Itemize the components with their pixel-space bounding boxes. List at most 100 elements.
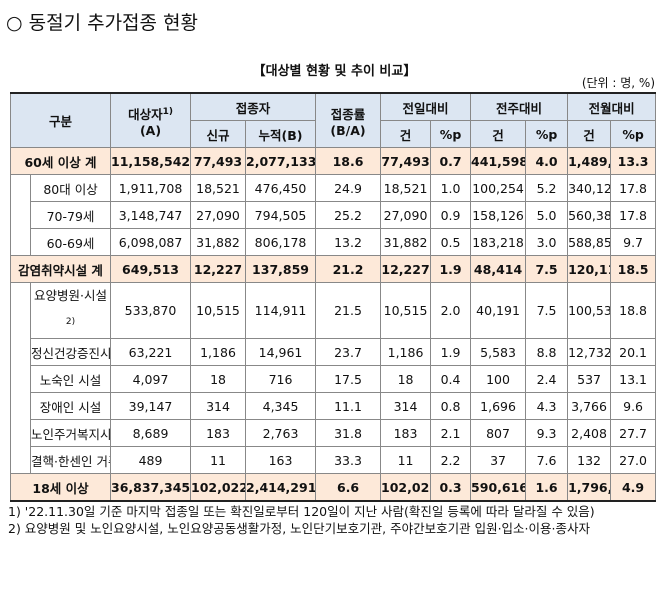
cell: 1,796,094 (567, 473, 612, 502)
cell: 18.5 (610, 255, 657, 283)
cell: 102,022 (190, 473, 247, 502)
row-label: 장애인 시설 (29, 392, 112, 421)
cell: 537 (567, 365, 612, 394)
cell: 100,254 (470, 174, 527, 202)
cell: 3.0 (525, 228, 569, 256)
cell: 18.8 (610, 281, 657, 340)
cell: 6.6 (315, 473, 382, 502)
cell: 18,521 (190, 174, 247, 202)
label-text: 70-79세 (46, 208, 95, 224)
unit: (단위 : 명, %) (581, 76, 655, 90)
row: 70-79세 3,148,747 27,090 794,505 25.2 27,090 0.… (11, 201, 657, 229)
cell: 14,961 (245, 338, 317, 367)
cell: 9.3 (525, 419, 569, 448)
row-label: 80대 이상 (29, 174, 112, 202)
header-cell: 건 (470, 120, 527, 148)
cell: 0.5 (430, 228, 472, 256)
cell: 476,450 (245, 174, 317, 202)
label-text: 80대 이상 (43, 181, 98, 197)
cell: 4.9 (610, 473, 657, 502)
summary-row: 감염취약시설 계 649,513 12,227 137,859 21.2 12,227 1.… (9, 255, 657, 283)
cell: 1.9 (430, 338, 472, 367)
header-cell: %p (525, 120, 569, 148)
cell: 21.5 (315, 281, 382, 340)
indent-cell (10, 174, 31, 256)
cell: 314 (190, 392, 247, 421)
row-label: 노숙인 시설 (29, 365, 112, 394)
cell: 137,859 (245, 255, 317, 283)
cell: 0.3 (430, 473, 472, 502)
row: 60-69세 6,098,087 31,882 806,178 13.2 31,882 0.… (11, 228, 657, 256)
cell: 794,505 (245, 201, 317, 229)
header-cell: 대상자1) (A) (110, 92, 192, 148)
cell: 5.2 (525, 174, 569, 202)
cell: 183 (380, 419, 432, 448)
row: 요양병원·시설2) 533,870 10,515 114,911 21.5 10,515 2… (10, 281, 657, 475)
cell: 158,126 (470, 201, 527, 229)
cell: 588,853 (567, 228, 612, 256)
row-label: 결핵·한센인 거주시설 (29, 446, 112, 475)
cell: 12,732 (567, 338, 612, 367)
header-cell: %p (610, 120, 657, 148)
row-label: 60-69세 (29, 228, 112, 256)
cell: 806,178 (245, 228, 317, 256)
cell: 25.2 (315, 201, 382, 229)
cell: 11 (190, 446, 247, 475)
header-cell: 접종자 (190, 92, 317, 121)
cell: 12,227 (380, 255, 432, 283)
cell: 31.8 (315, 419, 382, 448)
cell: 2,763 (245, 419, 317, 448)
cell: 183 (190, 419, 247, 448)
row-label: 60세 이상 계 (9, 147, 112, 175)
cell: 18,521 (380, 174, 432, 202)
row-label: 정신건강증진시설 (29, 338, 112, 367)
footnote-ref: 2) (65, 317, 76, 327)
cell: 9.6 (610, 392, 657, 421)
cell: 17.8 (610, 174, 657, 202)
header-text: (B/A) (330, 122, 366, 138)
cell: 716 (245, 365, 317, 394)
cell: 11 (380, 446, 432, 475)
cell: 2.2 (430, 446, 472, 475)
cell: 24.9 (315, 174, 382, 202)
cell: 2,408 (567, 419, 612, 448)
table: 구분 대상자1) (A) 접종자 접종률 (B/A) 전일대비 전주대비 전월대비 신규 누적(B)… (9, 92, 657, 503)
footnote: 1) '22.11.30일 기준 마지막 접종일 또는 확진일로부터 120일이… (8, 504, 595, 519)
cell: 33.3 (315, 446, 382, 475)
cell: 23.7 (315, 338, 382, 367)
header-row: 신규 누적(B) 건 %p 건 %p 건 %p (11, 120, 657, 148)
cell: 11.1 (315, 392, 382, 421)
row: 장애인 시설 39,147 314 4,345 11.1 314 0.8 1,696 4.3 3,… (11, 392, 657, 421)
cell: 1.9 (430, 255, 472, 283)
cell: 560,383 (567, 201, 612, 229)
cell: 1,489,364 (567, 147, 612, 175)
cell: 7.6 (525, 446, 569, 475)
cell: 37 (470, 446, 527, 475)
cell: 533,870 (110, 281, 192, 340)
header-cell: 구분 (9, 92, 112, 148)
row-label: 감염취약시설 계 (9, 255, 112, 283)
cell: 4.0 (525, 147, 569, 175)
cell: 2,077,133 (245, 147, 317, 175)
cell: 27,090 (190, 201, 247, 229)
row: 80대 이상 1,911,708 18,521 476,450 24.9 18,521 1.… (10, 174, 657, 256)
cell: 2,414,291 (245, 473, 317, 502)
cell: 77,493 (380, 147, 432, 175)
cell: 39,147 (110, 392, 192, 421)
subtitle: 【대상별 현황 및 추이 비교】 (252, 64, 417, 79)
cell: 1.6 (525, 473, 569, 502)
footnotes: 1) '22.11.30일 기준 마지막 접종일 또는 확진일로부터 120일이… (8, 503, 658, 537)
header-text: 접종률 (330, 106, 366, 122)
footnote-ref: 1) (162, 106, 173, 117)
cell: 17.8 (610, 201, 657, 229)
cell: 11,158,542 (110, 147, 192, 175)
header-cell: 전일대비 (380, 92, 472, 121)
cell: 183,218 (470, 228, 527, 256)
cell: 3,766 (567, 392, 612, 421)
title: ○ 동절기 추가접종 현황 (6, 12, 199, 34)
header-text: 대상자 (128, 106, 163, 122)
cell: 1,911,708 (110, 174, 192, 202)
label-text: 요양병원·시설 (34, 288, 107, 303)
cell: 20.1 (610, 338, 657, 367)
cell: 100,539 (567, 281, 612, 340)
